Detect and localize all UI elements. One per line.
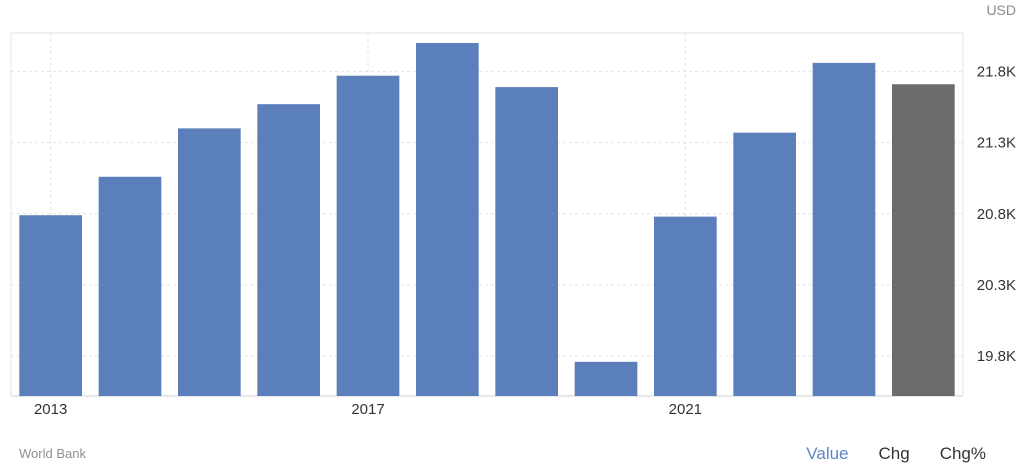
tab-value[interactable]: Value	[806, 444, 849, 463]
x-tick-label: 2017	[351, 401, 384, 418]
bar-2023[interactable]	[812, 62, 876, 397]
bar-2017[interactable]	[336, 75, 400, 397]
x-tick-label: 2021	[669, 401, 702, 418]
bar-chart: 2013 2017 2021 19.8K 20.3K 20.8K 21.3K 21.8K	[10, 32, 1016, 418]
bars	[19, 42, 955, 397]
y-tick-label: 21.3K	[977, 135, 1016, 152]
y-axis-labels: 19.8K 20.3K 20.8K 21.3K 21.8K	[977, 63, 1016, 365]
y-tick-label: 20.8K	[977, 206, 1016, 223]
y-tick-label: 20.3K	[977, 277, 1016, 294]
bar-2013[interactable]	[19, 215, 83, 396]
tab-chg-percent[interactable]: Chg%	[939, 444, 986, 463]
unit-label: USD	[986, 2, 1016, 18]
bar-2024[interactable]	[891, 84, 955, 396]
source-label: World Bank	[19, 446, 86, 461]
chart-mode-tabs: Value Chg Chg%	[806, 444, 986, 464]
bar-2019[interactable]	[495, 87, 559, 396]
y-tick-label: 21.8K	[977, 63, 1016, 80]
y-tick-label: 19.8K	[977, 348, 1016, 365]
bar-2021[interactable]	[653, 216, 717, 396]
bar-2014[interactable]	[98, 176, 162, 396]
bar-2018[interactable]	[415, 42, 479, 396]
tab-chg[interactable]: Chg	[878, 444, 910, 463]
x-axis-labels: 2013 2017 2021	[34, 401, 702, 418]
bar-2022[interactable]	[733, 132, 797, 396]
bar-2020[interactable]	[574, 361, 638, 396]
x-tick-label: 2013	[34, 401, 67, 418]
bar-2016[interactable]	[257, 104, 321, 397]
bar-2015[interactable]	[177, 128, 241, 396]
